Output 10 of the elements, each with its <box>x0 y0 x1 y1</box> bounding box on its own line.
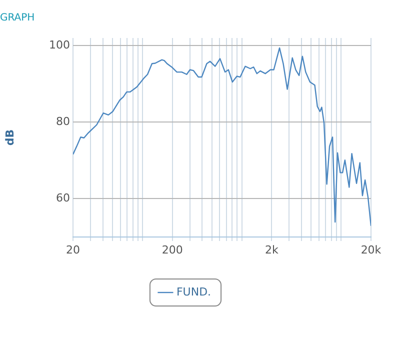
x-tick-label: 20k <box>360 243 382 256</box>
y-tick-label: 80 <box>56 115 70 128</box>
x-tick-label: 20 <box>66 243 80 256</box>
x-tick-label: 200 <box>162 243 183 256</box>
y-tick-label: 60 <box>56 192 70 205</box>
legend-label: FUND. <box>176 285 212 298</box>
x-tick-label: 2k <box>264 243 279 256</box>
y-axis-title: dB <box>3 129 16 146</box>
chart-title: GRAPH <box>0 12 35 24</box>
y-tick-label: 100 <box>49 38 70 52</box>
